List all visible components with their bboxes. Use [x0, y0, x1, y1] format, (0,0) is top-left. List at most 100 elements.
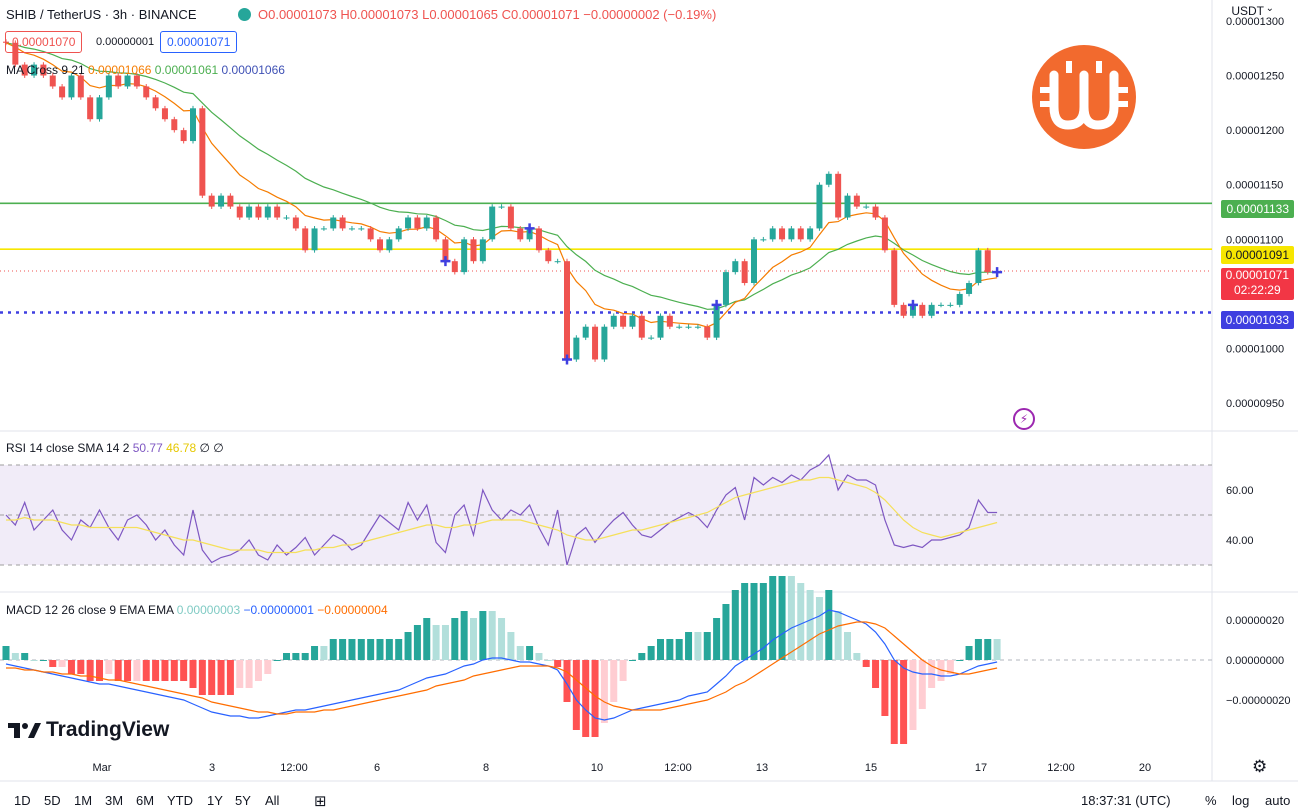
price-tick-label: 0.00001250 [1226, 71, 1284, 83]
tradingview-logo[interactable]: TradingView [8, 718, 169, 742]
candle-body [676, 326, 683, 328]
candle-body [545, 250, 552, 262]
macd-histogram-bar [900, 660, 908, 744]
candle-body [816, 184, 823, 229]
candle-body [105, 75, 112, 98]
candle-body [713, 304, 720, 338]
range-button-1y[interactable]: 1Y [207, 793, 223, 808]
last-price-value: 0.00001071 [1225, 268, 1289, 282]
macd-legend[interactable]: MACD 12 26 close 9 EMA EMA 0.00000003 −0… [6, 603, 388, 617]
macd-name: MACD 12 26 close 9 EMA EMA [6, 603, 174, 617]
time-axis-label: Mar [93, 762, 112, 774]
candle-body [143, 86, 150, 98]
yellow-level-tag[interactable]: 0.00001091 [1220, 246, 1294, 264]
candle-body [592, 326, 599, 360]
price-tick-label: 0.00000950 [1226, 398, 1284, 410]
candle-body [657, 315, 664, 338]
auto-toggle[interactable]: auto [1265, 793, 1291, 808]
macd-histogram-bar [423, 618, 431, 660]
candle-body [442, 239, 449, 262]
candle-body [358, 228, 365, 230]
macd-histogram-bar [348, 639, 356, 660]
green-level-tag[interactable]: 0.00001133 [1221, 200, 1294, 218]
ma-cross-marker [524, 223, 535, 234]
macd-histogram-bar [236, 660, 244, 688]
macd-histogram-bar [591, 660, 599, 737]
range-button-5d[interactable]: 5D [44, 793, 61, 808]
candle-body [451, 261, 458, 273]
macd-histogram-bar [778, 576, 786, 660]
candle-body [348, 228, 355, 230]
candle-body [461, 239, 468, 273]
percent-toggle[interactable]: % [1205, 793, 1217, 808]
candle-body [227, 195, 234, 207]
brand-logo [1032, 45, 1136, 149]
candle-body [694, 326, 701, 328]
candle-body [255, 206, 262, 218]
macd-histogram-bar [563, 660, 571, 702]
range-button-6m[interactable]: 6M [136, 793, 155, 808]
range-button-5y[interactable]: 5Y [235, 793, 251, 808]
time-axis-label: 15 [865, 762, 877, 774]
macd-signal-line [6, 621, 998, 715]
macd-histogram-bar [30, 660, 38, 661]
macd-histogram-bar [58, 660, 66, 667]
macd-histogram-bar [507, 632, 515, 660]
blue-level-tag[interactable]: 0.00001033 [1220, 311, 1294, 329]
ma-cross-value-1: 0.00001066 [88, 63, 152, 77]
macd-histogram-bar [600, 660, 608, 723]
spread-value: 0.00000001 [96, 36, 155, 48]
candle-body [498, 206, 505, 208]
ma-slow-line [5, 42, 998, 310]
candle-body [648, 337, 655, 339]
candle-body [564, 261, 570, 360]
sell-button[interactable]: 0.00001070 [5, 31, 83, 53]
macd-tick-label: 0.00000000 [1226, 655, 1284, 667]
candle-body [891, 250, 898, 305]
candle-body [909, 304, 916, 316]
ma-cross-legend[interactable]: MA Cross 9 21 0.00001066 0.00001061 0.00… [6, 63, 285, 77]
range-button-all[interactable]: All [265, 793, 280, 808]
candle-body [218, 195, 225, 207]
buy-button[interactable]: 0.00001071 [160, 31, 238, 53]
log-toggle[interactable]: log [1232, 793, 1250, 808]
macd-histogram-bar [722, 604, 730, 660]
lightning-icon[interactable]: ⚡ [1013, 408, 1035, 430]
candle-body [77, 75, 84, 98]
range-button-1m[interactable]: 1M [74, 793, 93, 808]
candle-body [863, 206, 870, 208]
candle-body [629, 315, 636, 327]
ma-cross-marker [992, 267, 1003, 278]
macd-histogram-bar [385, 639, 393, 660]
macd-histogram-bar [694, 632, 702, 660]
time-axis-label: 12:00 [280, 762, 308, 774]
candle-body [423, 217, 430, 229]
candle-body [535, 228, 542, 251]
macd-histogram-bar [825, 590, 833, 660]
utc-clock[interactable]: 18:37:31 (UTC) [1081, 793, 1171, 808]
candle-body [807, 228, 814, 240]
candle-body [881, 217, 888, 251]
macd-histogram-bar [2, 646, 10, 660]
macd-histogram-bar [965, 646, 973, 660]
macd-histogram-bar [320, 646, 328, 660]
ohlc-readout: O0.00001073 H0.00001073 L0.00001065 C0.0… [258, 7, 717, 22]
range-button-1d[interactable]: 1D [14, 793, 31, 808]
candle-body [246, 206, 253, 218]
settings-gear-icon[interactable]: ⚙ [1252, 757, 1268, 776]
candle-body [760, 239, 767, 241]
macd-histogram-bar [367, 639, 375, 660]
candle-body [367, 228, 374, 240]
macd-histogram-bar [124, 660, 132, 681]
macd-histogram-bar [142, 660, 150, 681]
candle-body [526, 228, 533, 240]
range-button-3m[interactable]: 3M [105, 793, 124, 808]
candle-body [919, 304, 926, 316]
range-button-ytd[interactable]: YTD [167, 793, 193, 808]
rsi-legend[interactable]: RSI 14 close SMA 14 2 50.77 46.78 ∅ ∅ [6, 441, 224, 455]
symbol-title[interactable]: SHIB / TetherUS · 3h · BINANCE [6, 7, 197, 22]
currency-label[interactable]: USDT [1231, 4, 1264, 18]
calendar-icon[interactable]: ⊞ [314, 793, 327, 810]
macd-histogram-bar [638, 653, 646, 660]
macd-histogram-bar [217, 660, 225, 695]
